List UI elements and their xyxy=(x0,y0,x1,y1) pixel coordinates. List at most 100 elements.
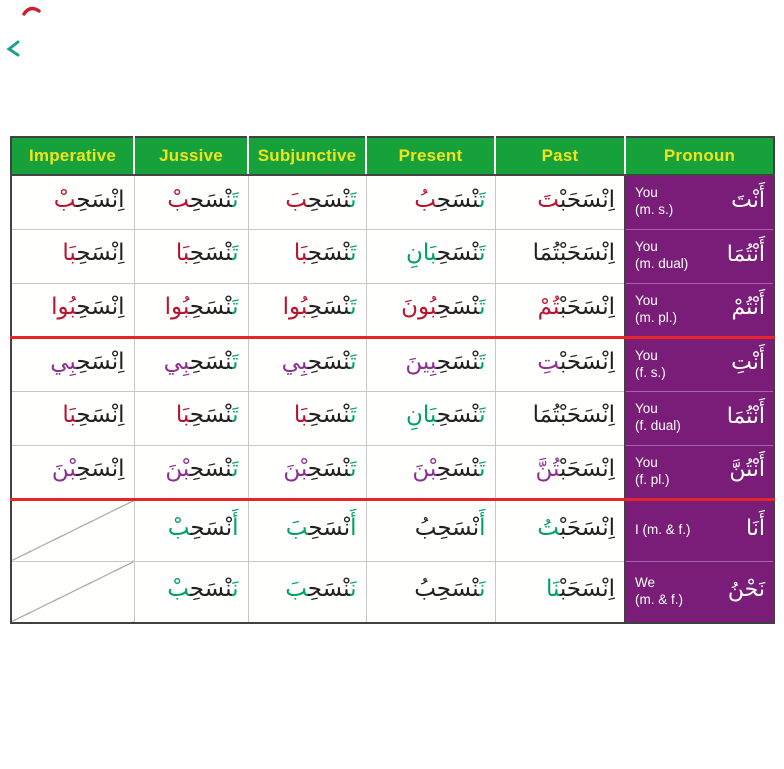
verb-word: تَ‍‍نْسَحِ‍‍بُوا xyxy=(283,294,357,320)
verb-segment: ‍نْسَحِ‍ xyxy=(436,240,480,267)
pronoun-english-label: You (m. pl.) xyxy=(635,293,677,327)
verb-word: اِنْسَحَبْتُمَا xyxy=(533,240,615,266)
subjunctive-cell: تَ‍‍نْسَحِ‍‍بْنَ xyxy=(248,445,367,501)
verb-segment: نَ‍ xyxy=(479,576,486,603)
pronoun-arabic: أَنْتَ xyxy=(731,187,765,213)
verb-word: تَ‍‍نْسَحِ‍‍بَانِ xyxy=(406,240,486,266)
pronoun-arabic: أَنْتُمَا xyxy=(726,241,765,267)
jussive-cell: أَنْسَحِ‍‍بْ xyxy=(134,499,249,562)
pronoun-arabic: أَنَا xyxy=(746,516,765,541)
verb-segment: أَ xyxy=(232,514,239,541)
verb-word: اِنْسَحِ‍‍بْ xyxy=(54,187,125,213)
pronoun-english-line: (f. dual) xyxy=(635,418,681,433)
pronoun-english-line: You xyxy=(635,454,658,470)
verb-segment: ‍بُ xyxy=(414,186,437,213)
present-cell: تَ‍‍نْسَحِ‍‍بِينَ xyxy=(366,337,496,392)
verb-segment: تَ‍ xyxy=(479,240,486,267)
verb-segment: تَ‍ xyxy=(479,402,486,429)
pronoun-english-line: We xyxy=(635,574,656,590)
verb-segment: اِنْسَحِ‍ xyxy=(76,348,125,375)
past-cell: اِنْسَحَبْ‍‍تُمْ xyxy=(495,283,626,339)
verb-word: تَ‍‍نْسَحِ‍‍بُ xyxy=(414,187,485,213)
verb-segment: ‍نْسَحِ‍ xyxy=(189,455,233,482)
conjugation-row: نَ‍‍نْسَحِ‍‍بْ نَ‍‍نْسَحِ‍‍بَ نَ‍‍نْسَحِبُ… xyxy=(11,561,774,624)
pronoun-cell: You (m. s.) أَنْتَ xyxy=(624,175,774,230)
verb-segment: تَ‍ xyxy=(479,348,486,375)
verb-segment: نْسَحِ‍ xyxy=(190,514,233,541)
pronoun-inner: You (m. dual) أَنْتُمَا xyxy=(635,239,765,273)
verb-segment: ‍نْسَحِ‍ xyxy=(189,240,233,267)
verb-segment: ‍نْسَحِ‍ xyxy=(307,240,351,267)
verb-word: نَ‍‍نْسَحِ‍‍بْ xyxy=(167,576,238,602)
verb-segment: ‍بَا xyxy=(293,402,308,429)
verb-segment: أَ xyxy=(350,514,357,541)
pronoun-english-line: You xyxy=(635,292,658,308)
verb-segment: ‍نْسَحِ‍ xyxy=(307,186,351,213)
verb-segment: اِنْسَحِ‍ xyxy=(76,455,125,482)
verb-segment: ‍نْسَحِ‍ xyxy=(436,293,480,320)
verb-word: أَنْسَحِ‍‍بْ xyxy=(168,515,239,541)
verb-segment: اِنْسَحَبْ‍ xyxy=(559,186,615,213)
verb-word: تَ‍‍نْسَحِ‍‍بْنَ xyxy=(283,456,356,482)
imperative-cell: اِنْسَحِ‍‍بْنَ xyxy=(11,445,135,501)
verb-word: اِنْسَحَبْ‍‍تُمْ xyxy=(538,294,615,320)
pronoun-english-label: We (m. & f.) xyxy=(635,575,683,609)
jussive-cell: تَ‍‍نْسَحِ‍‍بِي xyxy=(134,337,249,392)
pronoun-inner: I (m. & f.) أَنَا xyxy=(635,516,765,545)
verb-segment: نَ‍ xyxy=(232,576,239,603)
pronoun-inner: You (f. pl.) أَنْتُنَّ xyxy=(635,455,765,489)
verb-segment: ‍بْ xyxy=(167,186,190,213)
verb-segment: تَ‍ xyxy=(232,293,239,320)
imperative-cell: اِنْسَحِ‍‍بْ xyxy=(11,175,135,230)
verb-segment: اِنْسَحَبْتُمَا xyxy=(532,240,615,267)
verb-segment: ‍تِ xyxy=(537,348,560,375)
pronoun-arabic: أَنْتُمْ xyxy=(731,295,765,320)
past-cell: اِنْسَحَبْ‍‍نَا xyxy=(495,561,626,624)
table-body: اِنْسَحِ‍‍بْ تَ‍‍نْسَحِ‍‍بْ تَ‍‍نْسَحِ‍‍بَ… xyxy=(11,175,774,624)
jussive-cell: تَ‍‍نْسَحِ‍‍بْنَ xyxy=(134,445,249,501)
verb-segment: ‍بَا xyxy=(62,240,77,267)
pronoun-english-line: (m. & f.) xyxy=(635,591,683,607)
present-cell: تَ‍‍نْسَحِ‍‍بَانِ xyxy=(366,229,496,284)
subjunctive-cell: تَ‍‍نْسَحِ‍‍بِي xyxy=(248,337,367,392)
verb-segment: ‍نْسَحِ‍ xyxy=(436,402,480,429)
verb-word: اِنْسَحِ‍‍بَا xyxy=(62,240,124,266)
verb-segment: ‍بْ xyxy=(167,576,190,603)
pronoun-english-line: You xyxy=(635,347,658,363)
verb-segment: ‍بَا xyxy=(175,402,190,429)
verb-word: اِنْسَحِ‍‍بَا xyxy=(62,402,124,428)
verb-segment: تَ‍ xyxy=(350,455,357,482)
pronoun-inner: You (f. dual) أَنْتُمَا xyxy=(635,401,765,435)
verb-segment: ‍بَ xyxy=(285,514,309,541)
verb-segment: ‍بِينَ xyxy=(405,348,437,375)
pronoun-arabic: أَنْتُمَا xyxy=(726,403,765,429)
verb-segment: تَ‍ xyxy=(232,240,239,267)
verb-segment: ‍بْ xyxy=(53,186,77,213)
verb-segment: اِنْسَحَبْ‍ xyxy=(559,348,615,375)
imperative-not-applicable-cell xyxy=(11,561,135,624)
jussive-cell: نَ‍‍نْسَحِ‍‍بْ xyxy=(134,561,249,624)
pronoun-english-label: You (m. s.) xyxy=(635,185,673,219)
verb-segment: نْسَحِ‍ xyxy=(308,514,351,541)
pronoun-english-line: (f. pl.) xyxy=(635,471,670,487)
pronoun-inner: You (f. s.) أَنْتِ xyxy=(635,348,765,382)
verb-segment: نَ‍ xyxy=(350,576,357,603)
verb-segment: أَ xyxy=(479,514,486,541)
teal-print-artifact-mark xyxy=(6,40,20,57)
imperative-cell: اِنْسَحِ‍‍بَا xyxy=(11,391,135,446)
verb-word: تَ‍‍نْسَحِ‍‍بِي xyxy=(164,349,239,375)
verb-word: اِنْسَحِ‍‍بْنَ xyxy=(52,456,125,482)
verb-segment: تَ‍ xyxy=(479,455,486,482)
pronoun-english-label: You (f. s.) xyxy=(635,348,666,382)
jussive-cell: تَ‍‍نْسَحِ‍‍بُوا xyxy=(134,283,249,339)
verb-segment: تَ‍ xyxy=(350,293,357,320)
past-cell: اِنْسَحَبْتُمَا xyxy=(495,391,626,446)
pronoun-inner: You (m. pl.) أَنْتُمْ xyxy=(635,293,765,327)
verb-segment: ‍نْسَحِبُ xyxy=(414,576,480,603)
imperative-cell: اِنْسَحِ‍‍بَا xyxy=(11,229,135,284)
jussive-cell: تَ‍‍نْسَحِ‍‍بَا xyxy=(134,391,249,446)
pronoun-cell: You (f. dual) أَنْتُمَا xyxy=(624,391,774,446)
present-cell: تَ‍‍نْسَحِ‍‍بُ xyxy=(366,175,496,230)
pronoun-cell: You (m. pl.) أَنْتُمْ xyxy=(624,283,774,339)
verb-word: تَ‍‍نْسَحِ‍‍بْ xyxy=(167,187,238,213)
